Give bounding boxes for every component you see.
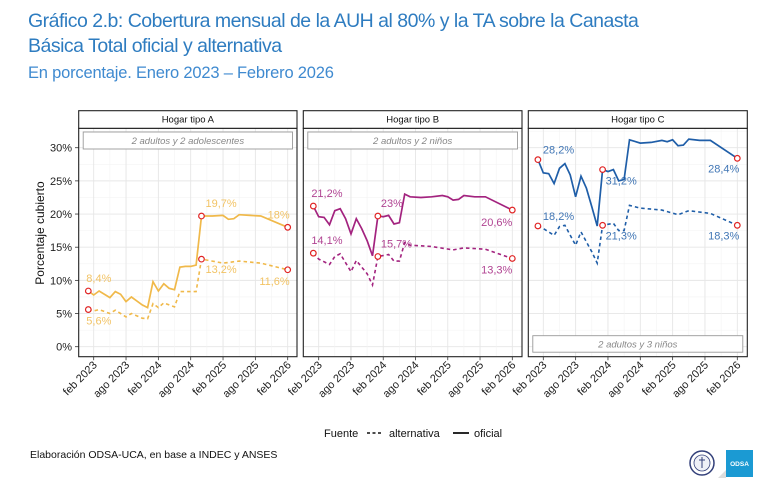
legend-title: Fuente	[324, 428, 358, 440]
data-point-marker	[534, 222, 542, 230]
data-label: 19,7%	[205, 198, 236, 210]
y-tick-label: 5%	[56, 309, 72, 321]
data-label: 5,6%	[86, 316, 111, 328]
panel-strip	[527, 110, 748, 129]
y-tick-label: 15%	[50, 242, 72, 254]
data-point-marker	[374, 253, 382, 260]
source-footer: Elaboración ODSA-UCA, en base a INDEC y …	[30, 449, 278, 461]
data-point-marker	[733, 221, 741, 229]
odsa-logo-shadow	[718, 470, 726, 478]
panel-note-box	[307, 131, 518, 150]
data-label: 28,4%	[708, 163, 739, 175]
data-point-marker	[84, 287, 92, 295]
panel-strip-label: Hogar tipo B	[386, 115, 439, 126]
plot-area	[303, 128, 522, 357]
data-point-marker	[374, 212, 382, 220]
data-point-marker	[198, 255, 205, 263]
panel-note-box	[82, 131, 293, 150]
panel-strip	[78, 110, 298, 129]
uca-seal-logo	[689, 450, 715, 476]
data-point-marker	[508, 255, 516, 262]
data-label: 14,1%	[311, 235, 342, 247]
data-label: 20,6%	[481, 217, 512, 229]
panel-note-box	[532, 335, 744, 353]
data-point-marker	[309, 249, 317, 257]
data-label: 15,7%	[381, 238, 412, 250]
data-label: 28,2%	[543, 145, 574, 157]
data-point-marker	[599, 166, 606, 173]
odsa-logo: ODSA	[718, 450, 753, 478]
series-oficial-line	[537, 138, 738, 227]
panel-strip-label: Hogar tipo A	[162, 115, 215, 126]
panel-c: 2 adultos y 3 niños 28,2% 31,2% 28,4% 18,2% 2…	[511, 110, 748, 400]
data-label: 11,6%	[259, 276, 290, 288]
y-tick-label: 25%	[50, 176, 72, 188]
plot-area	[78, 128, 297, 357]
data-point-marker	[198, 212, 205, 220]
y-tick-label: 20%	[50, 209, 72, 221]
data-point-marker	[84, 306, 92, 313]
legend-item-alternativa: alternativa	[389, 428, 441, 440]
series-oficial-line	[312, 192, 513, 257]
y-tick-label: 0%	[56, 342, 72, 354]
chart-subtitle: En porcentaje. Enero 2023 – Febrero 2026	[28, 64, 334, 82]
y-tick-label: 30%	[50, 143, 72, 155]
data-label: 21,2%	[311, 188, 342, 200]
y-tick-label: 10%	[50, 275, 72, 287]
series-alternativa-line	[88, 258, 288, 320]
plot-area	[528, 128, 748, 357]
legend-item-oficial: oficial	[474, 428, 502, 440]
legend: Fuente alternativa oficial	[324, 428, 502, 440]
odsa-logo-text: ODSA	[730, 461, 749, 468]
series-alternativa-line	[312, 241, 513, 288]
data-point-marker	[599, 221, 606, 229]
data-point-marker	[284, 266, 292, 274]
x-tick-label: feb 2026	[705, 359, 744, 398]
data-point-marker	[508, 206, 516, 214]
chart-title-line-1: Gráfico 2.b: Cobertura mensual de la AUH…	[28, 10, 639, 32]
data-label: 18%	[268, 209, 290, 221]
data-label: 23%	[381, 198, 403, 210]
data-label: 13,3%	[481, 264, 512, 276]
data-label: 8,4%	[86, 273, 111, 285]
series-oficial-line	[87, 213, 289, 309]
data-point-marker	[284, 223, 292, 231]
panel-strip-label: Hogar tipo C	[611, 115, 664, 126]
chart-title: Gráfico 2.b: Cobertura mensual de la AUH…	[28, 9, 639, 59]
data-label: 13,2%	[205, 264, 236, 276]
data-label: 21,3%	[606, 230, 637, 242]
data-label: 18,2%	[543, 211, 574, 223]
y-axis-label: Porcentaje cubierto	[33, 181, 47, 285]
data-point-marker	[733, 154, 741, 162]
panel-note: 2 adultos y 2 adolescentes	[131, 136, 245, 147]
panel-a: 2 adultos y 2 adolescentes 8,4% 19,7% 18% 5,…	[61, 110, 298, 400]
panel-note: 2 adultos y 2 niños	[372, 136, 452, 147]
data-label: 31,2%	[606, 176, 637, 188]
panel-b: 2 adultos y 2 niños 21,2% 23% 20,6% 14,1% 15,…	[286, 110, 523, 400]
panel-note: 2 adultos y 3 niños	[597, 340, 677, 351]
data-label: 18,3%	[708, 230, 739, 242]
data-point-marker	[309, 202, 317, 210]
panel-strip	[302, 110, 523, 129]
data-point-marker	[534, 156, 542, 164]
series-alternativa-line	[537, 204, 738, 266]
chart-title-line-2: Básica Total oficial y alternativa	[28, 35, 282, 57]
odsa-logo-box	[726, 450, 753, 477]
